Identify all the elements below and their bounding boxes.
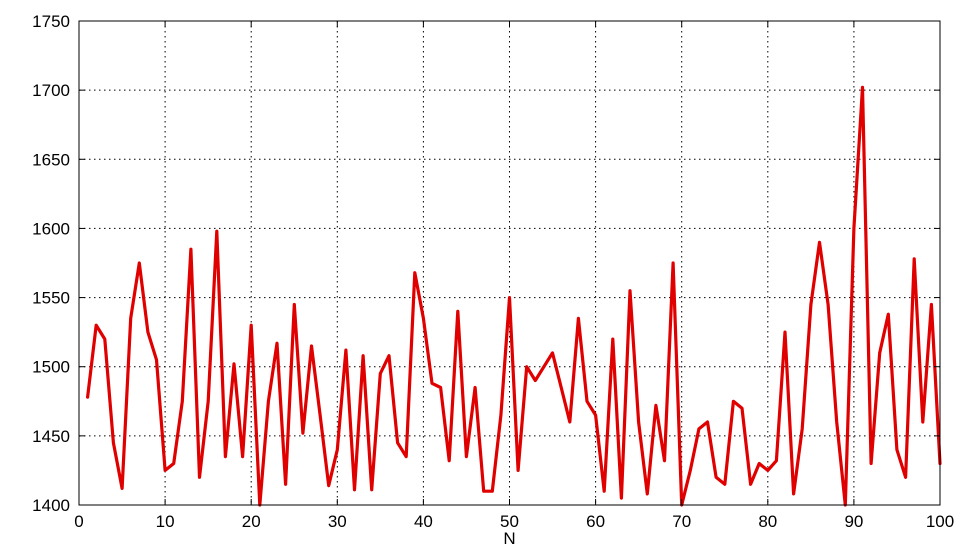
x-tick-labels: 0 10 20 30 40 50 60 70 80 90 100 [74, 512, 954, 531]
y-tick-label: 1400 [32, 496, 70, 515]
x-tick-label: 50 [500, 512, 519, 531]
x-tick-label: 60 [586, 512, 605, 531]
grid-lines [79, 21, 940, 505]
x-tick-label: 90 [844, 512, 863, 531]
x-tick-label: 0 [74, 512, 83, 531]
series-layer [85, 85, 942, 507]
series-line [85, 85, 942, 507]
y-tick-label: 1500 [32, 358, 70, 377]
x-tick-label: 10 [156, 512, 175, 531]
x-tick-label: 80 [758, 512, 777, 531]
x-tick-label: 20 [242, 512, 261, 531]
tick-marks [78, 20, 941, 506]
x-tick-label: 70 [672, 512, 691, 531]
x-tick-label: 100 [926, 512, 954, 531]
x-tick-label: 30 [328, 512, 347, 531]
y-tick-label: 1450 [32, 427, 70, 446]
y-tick-label: 1550 [32, 289, 70, 308]
y-tick-label: 1650 [32, 150, 70, 169]
x-tick-label: 40 [414, 512, 433, 531]
y-tick-label: 1600 [32, 219, 70, 238]
y-tick-label: 1700 [32, 81, 70, 100]
y-tick-label: 1750 [32, 12, 70, 31]
x-axis-label: N [503, 529, 515, 548]
y-tick-labels: 1400 1450 1500 1550 1600 1650 1700 1750 [32, 12, 70, 515]
